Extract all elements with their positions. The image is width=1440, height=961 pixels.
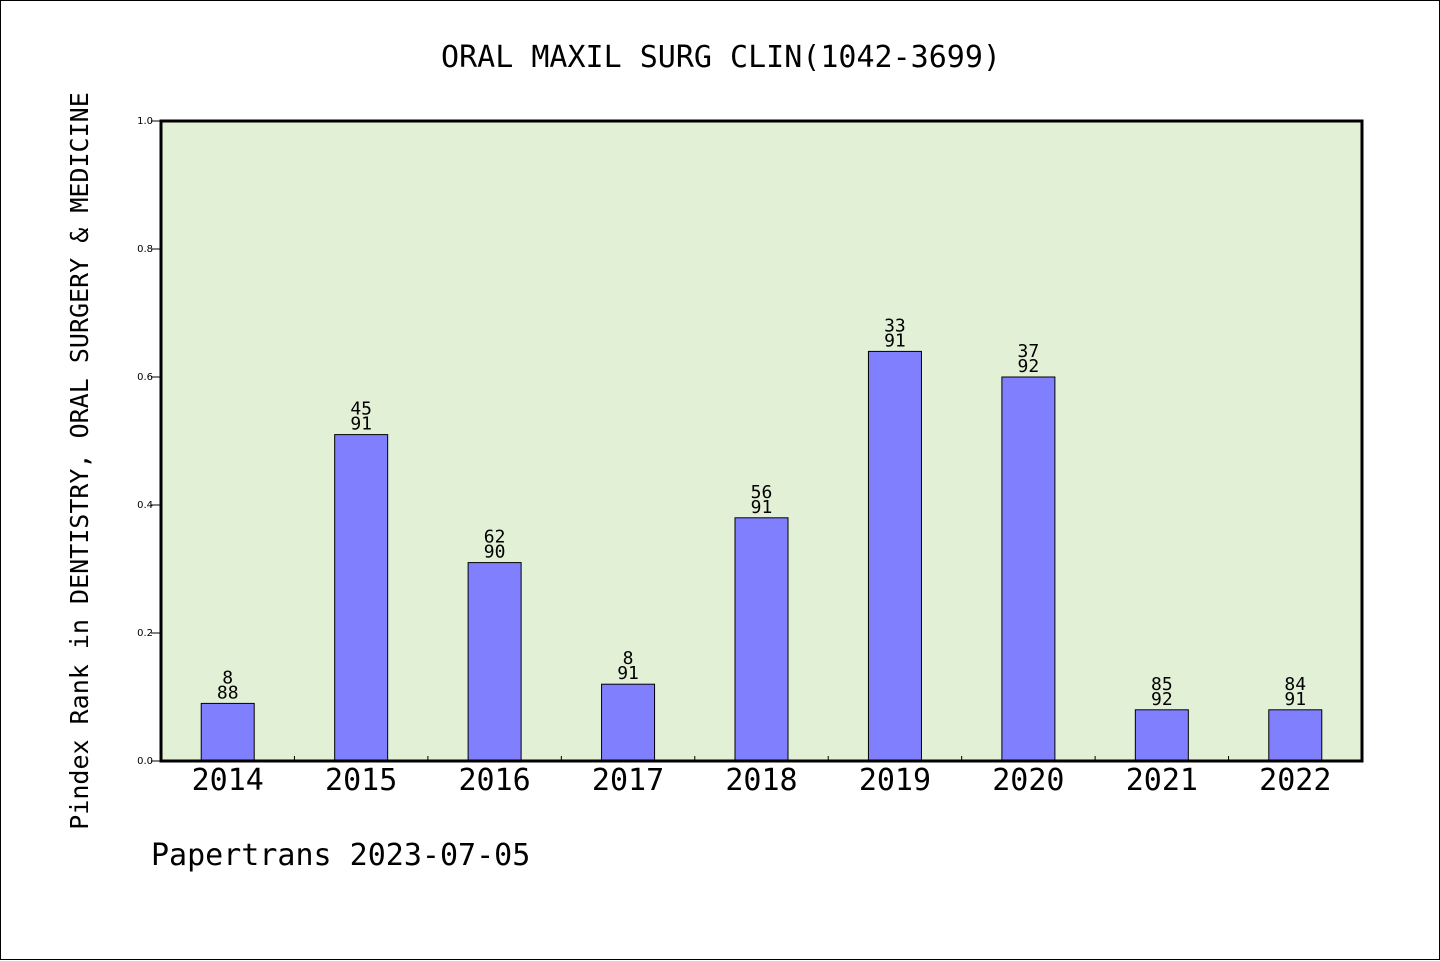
- x-tick-label: 2017: [592, 763, 664, 798]
- x-axis: 2014 2015 2016 2017 2018 2019 2020 2021 2022: [192, 756, 1331, 798]
- bar-rank-label: 56: [751, 482, 773, 503]
- x-tick-label: 2020: [992, 763, 1064, 798]
- x-tick-label: 2016: [458, 763, 530, 798]
- bar-rank-label: 62: [484, 527, 506, 548]
- y-tick-label: 0.0: [137, 756, 153, 767]
- bar-rank-label: 33: [884, 315, 906, 336]
- chart-title: ORAL MAXIL SURG CLIN(1042-3699): [441, 40, 1001, 75]
- x-tick-label: 2021: [1126, 763, 1198, 798]
- bar-total-label: 91: [751, 497, 773, 518]
- bar-rank-label: 45: [350, 399, 372, 420]
- bar-total-label: 90: [484, 542, 506, 563]
- bar-rank-label: 84: [1284, 674, 1306, 695]
- x-tick-label: 2022: [1259, 763, 1331, 798]
- x-tick-label: 2015: [325, 763, 397, 798]
- bar-2021: [1134, 709, 1189, 762]
- bar-2020: [1001, 376, 1056, 762]
- bar-rank-label: 85: [1151, 674, 1173, 695]
- bar-rank-label: 37: [1018, 341, 1040, 362]
- y-tick-label: 0.6: [137, 372, 153, 383]
- bar-2019: [867, 350, 922, 762]
- bar-2022: [1268, 709, 1323, 762]
- bar-total-label: 88: [217, 682, 239, 703]
- footer-credit: Papertrans 2023-07-05: [151, 838, 530, 873]
- x-tick-label: 2014: [192, 763, 264, 798]
- x-tick-label: 2018: [725, 763, 797, 798]
- x-tick-label: 2019: [859, 763, 931, 798]
- y-tick-label: 1.0: [137, 116, 153, 127]
- bar-total-label: 91: [350, 414, 372, 435]
- y-axis-label: Pindex Rank in DENTISTRY, ORAL SURGERY &…: [65, 92, 94, 830]
- bar-total-label: 91: [617, 663, 639, 684]
- y-tick-label: 0.2: [137, 628, 153, 639]
- plot-border: [159, 119, 1364, 763]
- bar-2018: [734, 517, 789, 762]
- bar-2017: [601, 683, 656, 762]
- y-tick-label: 0.4: [137, 500, 153, 511]
- y-tick-label: 0.8: [137, 244, 153, 255]
- bar-2016: [467, 562, 522, 762]
- bar-rank-label: 8: [222, 667, 233, 688]
- bar-2015: [334, 434, 389, 762]
- bar-rank-label: 8: [623, 648, 634, 669]
- bar-total-label: 91: [1284, 689, 1306, 710]
- bar-total-label: 92: [1151, 689, 1173, 710]
- y-axis: 0.0 0.2 0.4 0.6 0.8 1.0: [137, 116, 161, 767]
- bar-total-label: 91: [884, 330, 906, 351]
- bar-2014: [200, 702, 255, 762]
- bar-total-label: 92: [1018, 356, 1040, 377]
